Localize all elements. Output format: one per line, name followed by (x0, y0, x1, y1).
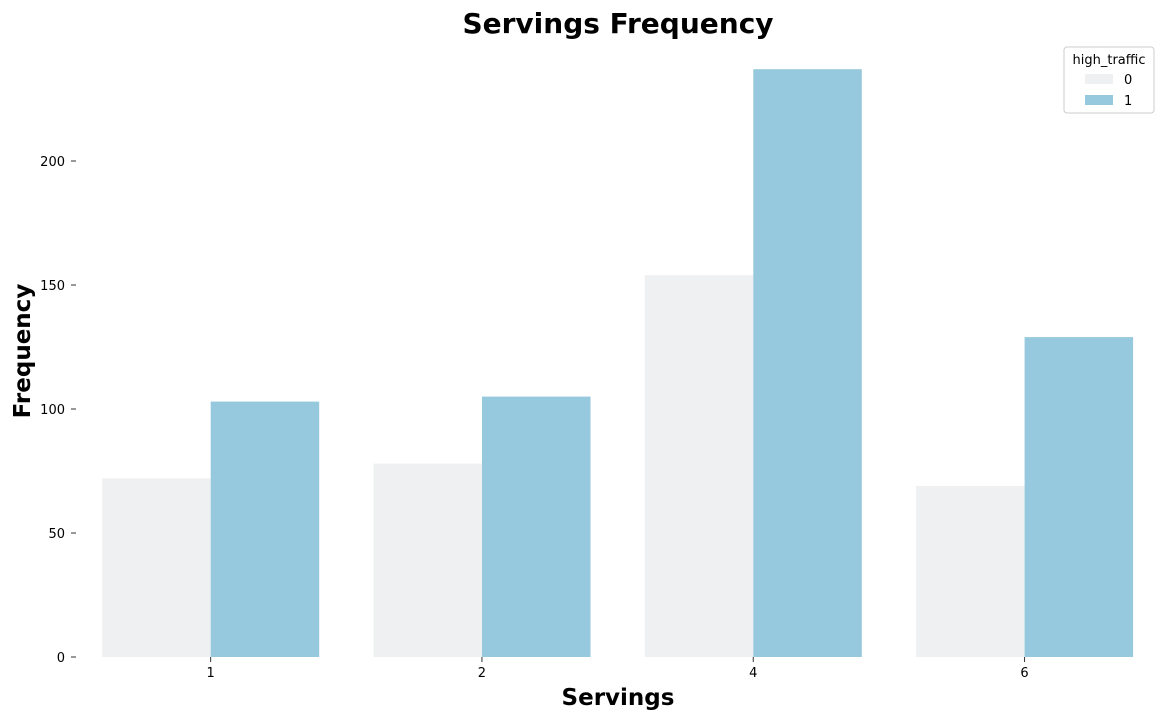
bar-series-0-cat-2 (373, 463, 482, 657)
legend-label-0: 0 (1124, 73, 1132, 88)
bar-series-1-cat-6 (1024, 337, 1134, 657)
bars-group (102, 69, 1134, 657)
bar-series-0-cat-1 (102, 478, 211, 657)
legend-swatch-0 (1085, 74, 1113, 84)
legend-swatch-1 (1085, 95, 1113, 105)
x-axis-label: Servings (562, 685, 675, 711)
bar-series-1-cat-2 (482, 396, 591, 657)
legend-label-1: 1 (1124, 94, 1132, 109)
chart-title: Servings Frequency (462, 7, 773, 40)
bar-series-0-cat-6 (916, 485, 1025, 657)
x-tick-label: 4 (749, 666, 757, 681)
y-tick-label: 50 (48, 527, 65, 542)
x-axis: 1 2 4 6 (207, 657, 1029, 681)
bar-series-1-cat-1 (210, 401, 320, 657)
y-tick-label: 150 (40, 279, 65, 294)
x-tick-label: 1 (207, 666, 215, 681)
y-axis: 0 50 100 150 200 (40, 155, 76, 666)
y-tick-label: 200 (40, 155, 65, 170)
legend: high_traffic 0 1 (1063, 46, 1155, 114)
y-tick-label: 100 (40, 403, 65, 418)
x-tick-label: 2 (478, 666, 486, 681)
bar-series-0-cat-4 (644, 275, 754, 657)
x-tick-label: 6 (1020, 666, 1028, 681)
bar-series-1-cat-4 (753, 69, 862, 657)
y-axis-label: Frequency (10, 284, 36, 419)
legend-title: high_traffic (1073, 53, 1146, 68)
y-tick-label: 0 (57, 651, 65, 666)
